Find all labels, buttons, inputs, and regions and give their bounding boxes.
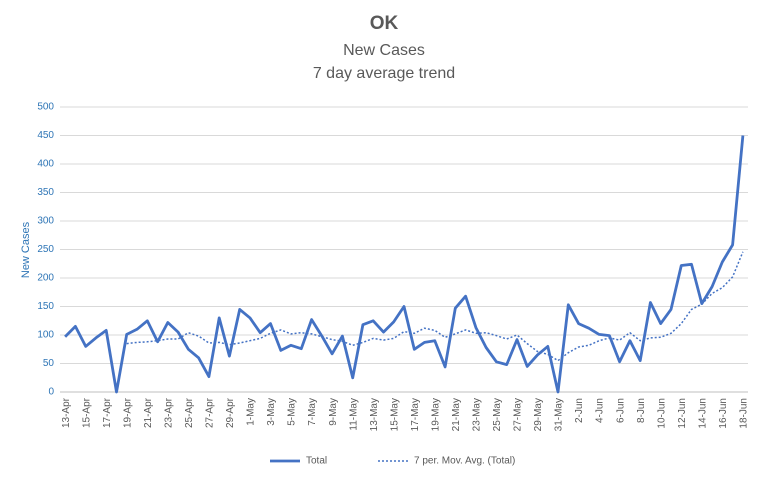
x-tick-label: 15-Apr xyxy=(81,397,92,428)
x-tick-label: 19-May xyxy=(430,398,441,431)
x-tick-label: 11-May xyxy=(348,398,359,431)
x-tick-label: 10-Jun xyxy=(656,398,667,429)
y-tick-label: 150 xyxy=(37,301,54,312)
moving-average-line xyxy=(126,251,744,362)
x-tick-label: 31-May xyxy=(554,398,565,431)
chart-title: OK xyxy=(370,13,399,34)
y-tick-label: 200 xyxy=(37,273,54,284)
x-tick-label: 3-May xyxy=(266,398,277,426)
legend-label: Total xyxy=(306,456,327,467)
x-tick-label: 13-May xyxy=(369,398,380,431)
x-tick-label: 7-May xyxy=(307,398,318,426)
y-tick-label: 100 xyxy=(37,330,54,341)
x-tick-label: 8-Jun xyxy=(636,398,647,423)
x-tick-label: 14-Jun xyxy=(697,398,708,429)
x-tick-label: 13-Apr xyxy=(61,397,72,428)
legend-label: 7 per. Mov. Avg. (Total) xyxy=(414,456,515,467)
x-tick-label: 12-Jun xyxy=(677,398,688,429)
x-tick-label: 29-Apr xyxy=(225,397,236,428)
x-tick-label: 5-May xyxy=(287,398,298,426)
y-tick-label: 350 xyxy=(37,187,54,198)
x-tick-label: 23-May xyxy=(472,398,483,431)
x-tick-label: 18-Jun xyxy=(739,398,750,429)
x-tick-label: 4-Jun xyxy=(595,398,606,423)
x-tick-label: 6-Jun xyxy=(615,398,626,423)
x-tick-label: 2-Jun xyxy=(574,398,585,423)
x-tick-label: 21-Apr xyxy=(143,397,154,428)
y-tick-label: 300 xyxy=(37,216,54,227)
x-tick-label: 23-Apr xyxy=(163,397,174,428)
x-tick-label: 1-May xyxy=(246,398,257,426)
y-tick-label: 50 xyxy=(43,358,55,369)
x-tick-label: 29-May xyxy=(533,398,544,431)
chart-subtitle: 7 day average trend xyxy=(313,65,455,82)
y-tick-label: 400 xyxy=(37,159,54,170)
x-tick-label: 21-May xyxy=(451,398,462,431)
y-tick-label: 500 xyxy=(37,102,54,113)
x-tick-label: 27-May xyxy=(513,398,524,431)
x-tick-label: 9-May xyxy=(328,398,339,426)
x-tick-label: 16-Jun xyxy=(718,398,729,429)
y-tick-label: 250 xyxy=(37,244,54,255)
y-axis-label: New Cases xyxy=(20,221,32,278)
x-tick-label: 17-May xyxy=(410,398,421,431)
x-tick-label: 15-May xyxy=(389,398,400,431)
y-tick-label: 450 xyxy=(37,130,54,141)
x-tick-label: 19-Apr xyxy=(122,397,133,428)
chart-subtitle: New Cases xyxy=(343,42,425,59)
x-tick-label: 27-Apr xyxy=(205,397,216,428)
x-tick-label: 25-May xyxy=(492,398,503,431)
series-line xyxy=(64,135,745,394)
x-tick-label: 25-Apr xyxy=(184,397,195,428)
x-tick-label: 17-Apr xyxy=(102,397,113,428)
y-tick-label: 0 xyxy=(48,387,54,398)
